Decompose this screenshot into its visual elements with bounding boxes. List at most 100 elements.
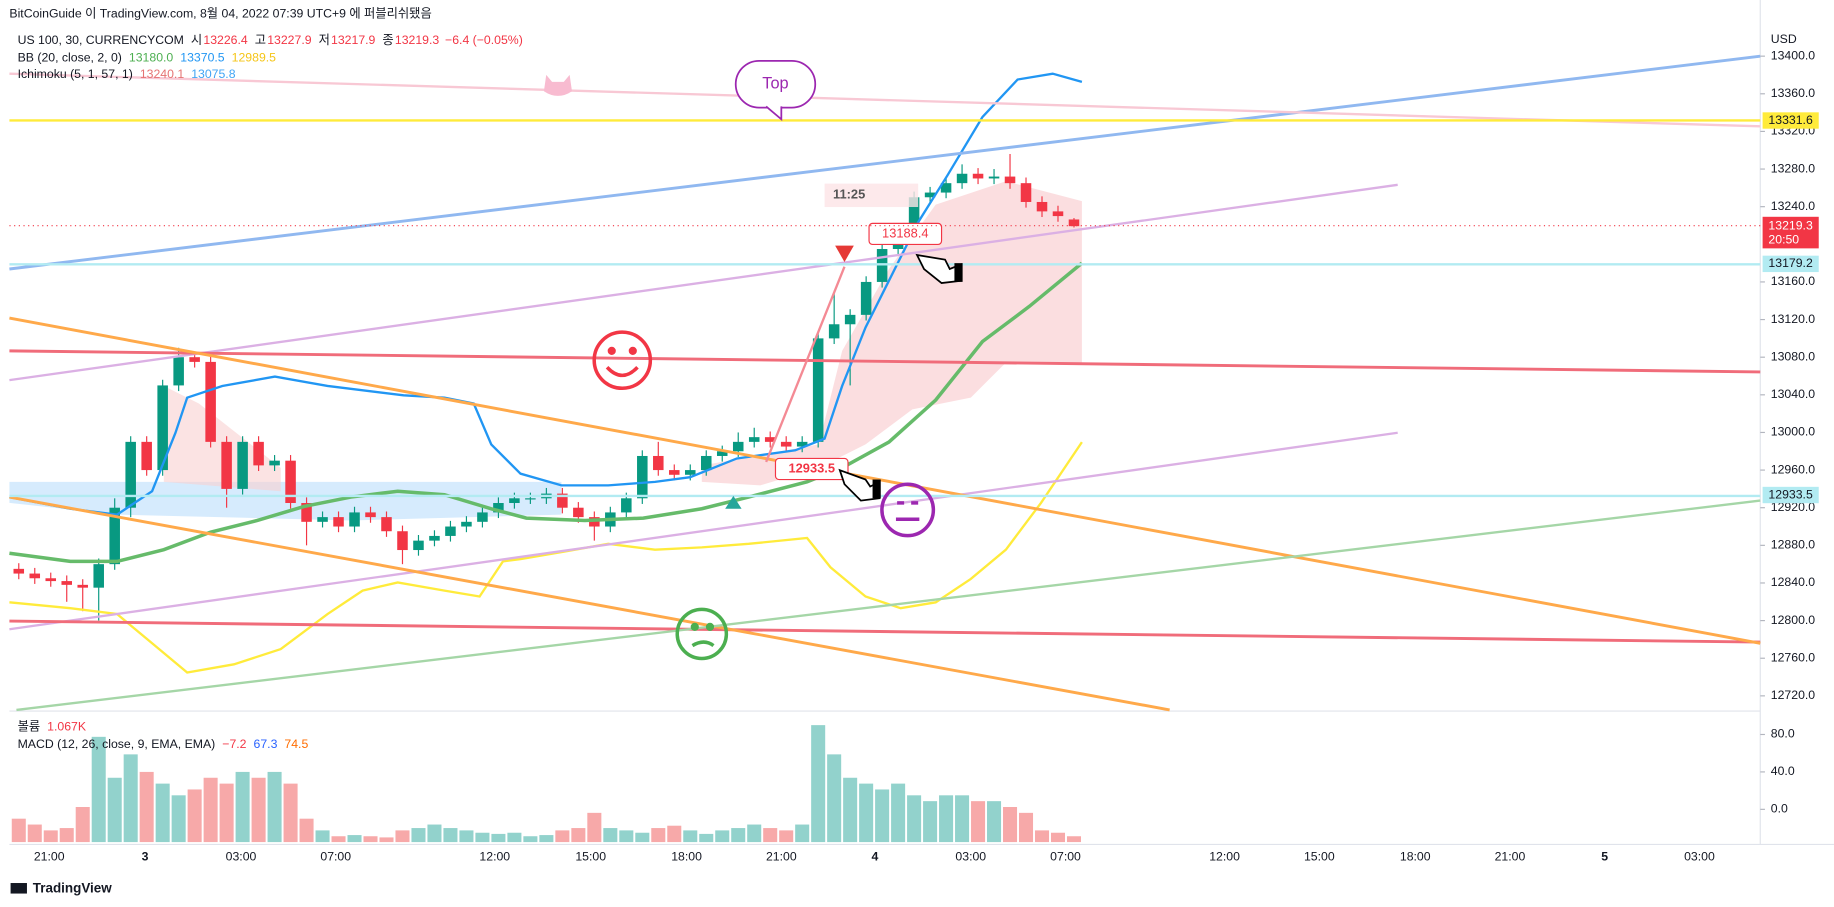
candle-body: [988, 176, 1000, 179]
candle-body: [557, 493, 568, 508]
candle-body: [61, 581, 72, 585]
candle-body: [828, 324, 840, 339]
volume-bar: [891, 783, 906, 843]
x-tick-label: 03:00: [226, 850, 257, 864]
callout: [868, 222, 943, 246]
legend-item: 볼륨: [18, 720, 41, 734]
candle-body: [956, 173, 968, 184]
volume-bar: [459, 830, 474, 843]
volume-bar: [763, 828, 778, 843]
volume-bar: [219, 783, 234, 843]
legend-item: 13180.0: [129, 51, 174, 65]
y-tick-label: 13080.0: [1771, 349, 1816, 363]
price-tag-label: 13331.6: [1768, 113, 1813, 127]
volume-bar: [187, 789, 202, 843]
candle-body: [45, 578, 57, 582]
hand-pointer: [915, 253, 963, 284]
volume-bar: [683, 830, 698, 843]
x-tick-label: 12:00: [479, 850, 510, 864]
legend-item: −6.4 (−0.05%): [445, 33, 523, 47]
logo: [10, 883, 27, 894]
candle-body: [669, 470, 680, 475]
legend-ichimoku: Ichimoku (5, 1, 57, 1) 13240.1 13075.8: [18, 67, 236, 81]
last-price-label: 13219.3: [1768, 218, 1813, 232]
currency: USD: [1771, 32, 1797, 46]
trendline: [9, 72, 1761, 128]
volume-bar: [123, 754, 138, 843]
bb-upper: [9, 72, 1083, 516]
x-tick-label: 12:00: [1209, 850, 1240, 864]
volume-bar: [507, 832, 522, 843]
volume-bar: [843, 777, 858, 843]
last-price-tag: [1762, 216, 1819, 249]
legend-volume: 볼륨 1.067K: [18, 720, 87, 734]
candle-body: [972, 173, 984, 179]
candle-body: [1020, 183, 1032, 202]
y-tick-label: 12760.0: [1771, 650, 1816, 664]
volume-bar: [923, 801, 938, 843]
candle-body: [525, 498, 536, 500]
candle-body: [573, 507, 584, 518]
smiley: [592, 330, 653, 391]
candle-body: [237, 441, 248, 489]
down-arrow: [835, 245, 854, 262]
volume-bar: [75, 807, 90, 843]
legend-item: 시: [191, 33, 202, 47]
volume-bar: [363, 836, 378, 843]
volume-bar: [395, 830, 410, 843]
x-tick-label: 07:00: [1050, 850, 1081, 864]
candle-body: [653, 455, 664, 471]
candle-body: [205, 361, 216, 442]
candle-body: [748, 437, 760, 442]
volume-bar: [235, 771, 250, 843]
candle-body: [780, 441, 792, 447]
candle-body: [716, 451, 728, 456]
volume-bar: [331, 836, 346, 843]
volume-bar: [907, 795, 922, 843]
volume-bar: [171, 795, 186, 843]
volume-bar: [475, 832, 490, 843]
candle-body: [1052, 211, 1064, 217]
volume-bar: [971, 801, 986, 843]
volume-bar: [875, 789, 890, 843]
y-tick-label: 12880.0: [1771, 538, 1816, 552]
candles: [11, 153, 1081, 843]
volume-bar: [731, 828, 746, 843]
x-tick-label: 15:00: [1304, 850, 1335, 864]
price-tag-label: 13179.2: [1768, 256, 1813, 270]
volume-bar: [299, 818, 314, 843]
candle-body: [1068, 219, 1080, 227]
candle-body: [844, 314, 856, 325]
candle-body: [349, 512, 360, 527]
cat-icon: [543, 74, 572, 96]
candle-body: [700, 455, 712, 471]
volume-bar: [107, 777, 122, 843]
y-tick-label: 13120.0: [1771, 312, 1816, 326]
x-tick-label: 07:00: [320, 850, 351, 864]
volume-bar: [315, 830, 330, 843]
candle-body: [365, 512, 376, 518]
x-tick-label: 15:00: [575, 850, 606, 864]
legend-item: 74.5: [284, 737, 308, 751]
neutral-face: [880, 482, 936, 538]
volume-bar: [859, 783, 874, 843]
volume-bar: [635, 832, 650, 843]
candle-body: [908, 197, 920, 231]
candle-body: [109, 507, 120, 565]
x-tick-label: 03:00: [955, 850, 986, 864]
arrow: [765, 266, 846, 463]
candle-body: [940, 183, 952, 193]
legend-main: US 100, 30, CURRENCYCOM 시13226.4 고13227.9 저…: [18, 33, 523, 47]
candle-body: [285, 460, 296, 504]
volume-bar: [1050, 832, 1066, 843]
volume-bar: [379, 837, 394, 843]
candle-body: [221, 441, 232, 489]
volume-bar: [539, 835, 554, 843]
volume-bar: [587, 812, 602, 843]
volume-bar: [1018, 812, 1034, 843]
candle-body: [125, 441, 136, 508]
x-tick-label: 18:00: [671, 850, 702, 864]
candle-body: [732, 441, 744, 452]
price-tag-label: 12933.5: [1768, 487, 1813, 501]
